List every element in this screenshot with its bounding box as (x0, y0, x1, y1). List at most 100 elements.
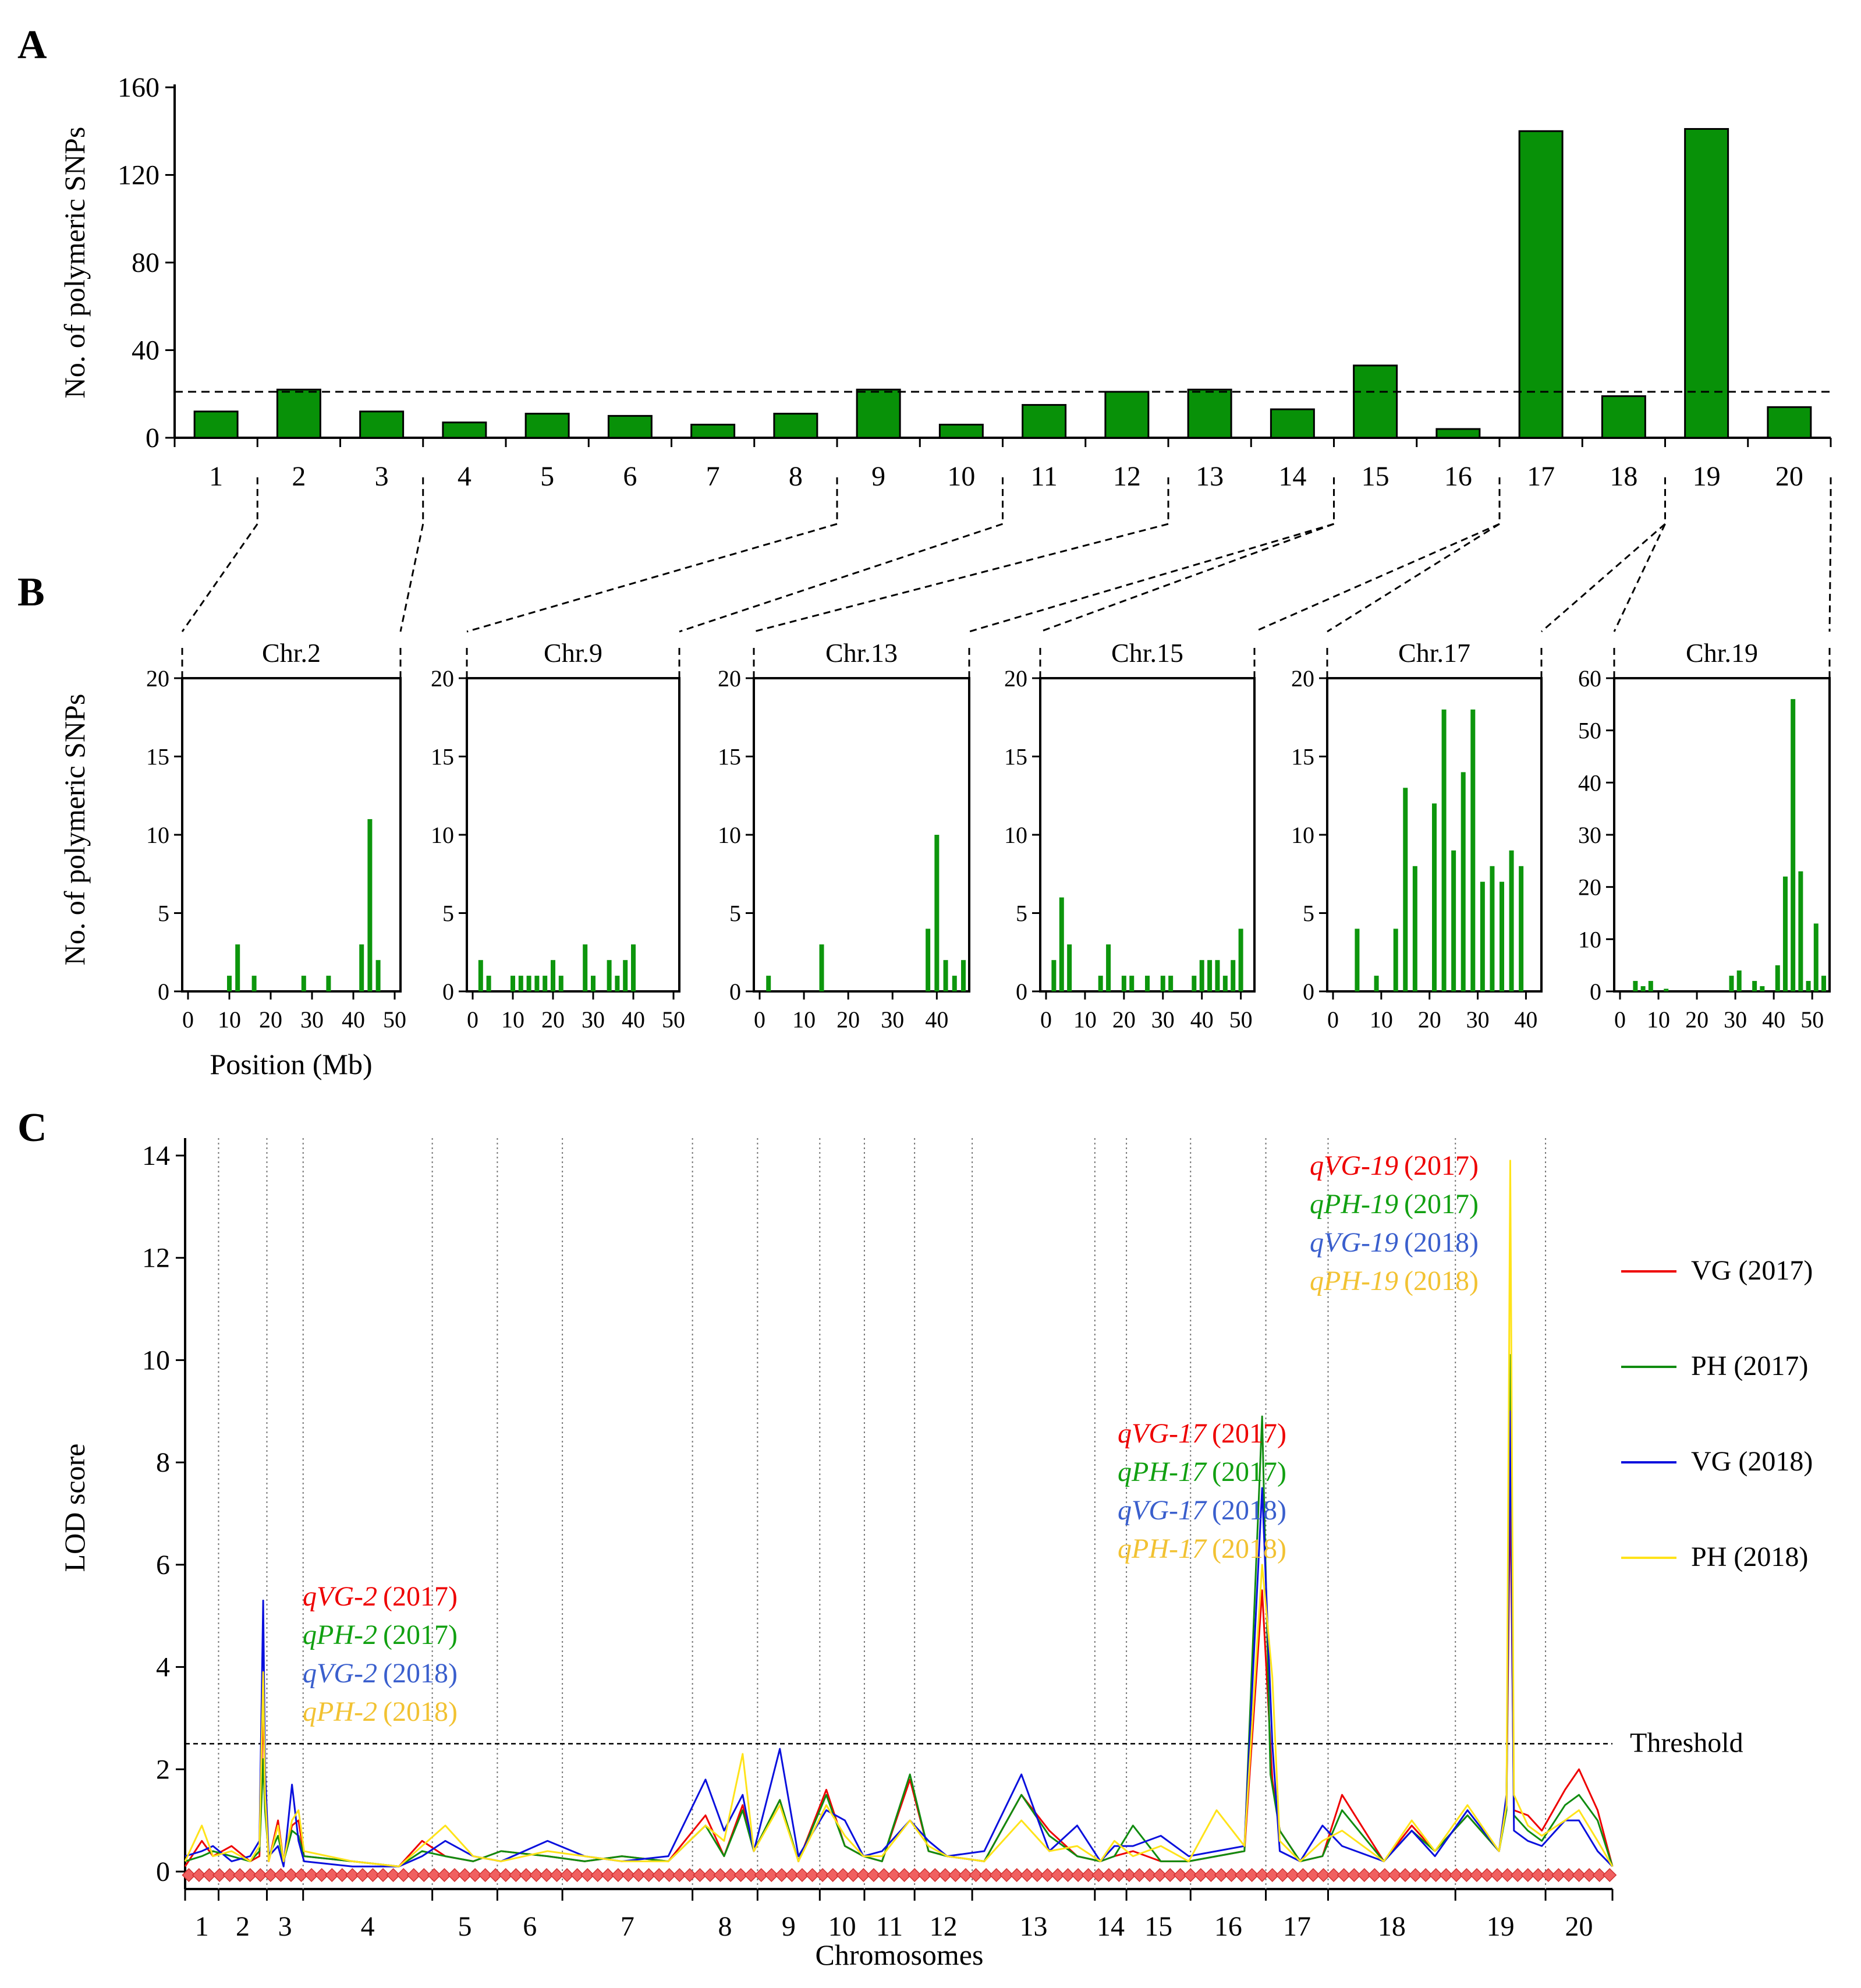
connector-line (1327, 477, 1501, 633)
marker-diamond (283, 1867, 299, 1883)
snp-bar (1231, 960, 1236, 991)
snp-bar (1813, 923, 1819, 991)
y-tick-label: 120 (118, 160, 159, 191)
marker-diamond (1511, 1867, 1525, 1883)
x-tick-label: 20 (836, 1007, 860, 1033)
x-tick-label: 30 (1466, 1007, 1490, 1033)
y-tick-label: 160 (118, 72, 159, 103)
marker-diamond (488, 1867, 503, 1883)
marker-diamond (1122, 1867, 1136, 1883)
marker-diamond (1081, 1867, 1096, 1883)
marker-diamond (1163, 1867, 1178, 1883)
connector-line (181, 477, 258, 632)
x-tick-label: 10 (1647, 1007, 1670, 1033)
y-tick-label: 0 (1016, 979, 1027, 1005)
snp-bar (526, 976, 531, 991)
qtl-year: (2018) (1212, 1533, 1286, 1564)
marker-diamond (1132, 1867, 1147, 1883)
x-tick-label: 5 (540, 461, 554, 492)
subplot-title: Chr.17 (1398, 638, 1470, 668)
qtl-label: qPH-17 (2018) (1118, 1533, 1286, 1564)
marker-diamonds (182, 1867, 1617, 1883)
snp-bar (591, 976, 595, 991)
marker-diamond (682, 1867, 697, 1883)
snp-bar (766, 976, 771, 991)
marker-diamond (529, 1867, 544, 1883)
marker-diamond (744, 1867, 758, 1883)
snp-bar (367, 819, 373, 991)
chromosome-label: 20 (1565, 1911, 1593, 1942)
marker-diamond (345, 1867, 360, 1883)
y-tick-label: 10 (431, 822, 454, 848)
x-tick-label: 3 (375, 461, 389, 492)
bar-chr-20 (1767, 406, 1812, 439)
lod-series-ph-2017 (185, 1354, 1614, 1867)
y-tick-label: 5 (1303, 901, 1314, 927)
x-tick-label: 0 (1040, 1007, 1052, 1033)
bar-chr-9 (856, 388, 901, 439)
snp-bar (1509, 850, 1514, 991)
x-tick-label: 13 (1196, 461, 1224, 492)
snp-bar (615, 976, 620, 991)
y-tick-label: 10 (718, 822, 741, 848)
marker-diamond (1347, 1867, 1362, 1883)
y-tick-label: 8 (156, 1447, 170, 1478)
marker-diamond (263, 1867, 278, 1883)
y-tick-label: 0 (1590, 979, 1601, 1005)
marker-diamond (785, 1867, 799, 1883)
marker-diamond (304, 1867, 319, 1883)
marker-diamond (202, 1867, 217, 1883)
y-tick-label: 15 (718, 744, 741, 770)
connector-line (1040, 477, 1335, 633)
qtl-name: qVG-19 (1310, 1150, 1398, 1181)
marker-diamond (856, 1867, 871, 1883)
bar-chr-6 (607, 414, 653, 439)
snp-bar (1403, 788, 1408, 991)
marker-diamond (243, 1867, 257, 1883)
x-tick-label: 20 (1112, 1007, 1136, 1033)
marker-diamond (1153, 1867, 1167, 1883)
snp-bar (943, 960, 948, 991)
marker-diamond (1398, 1867, 1413, 1883)
x-tick-label: 40 (342, 1007, 365, 1033)
marker-diamond (1009, 1867, 1024, 1883)
panel-letter-b: B (17, 570, 45, 615)
marker-diamond (366, 1867, 380, 1883)
chromosome-label: 9 (782, 1911, 796, 1942)
bar-chr-18 (1601, 395, 1646, 439)
chromosome-label: 7 (621, 1911, 634, 1942)
x-tick-label: 40 (622, 1007, 645, 1033)
marker-diamond (1572, 1867, 1586, 1883)
x-tick-label: 50 (1229, 1007, 1253, 1033)
marker-diamond (478, 1867, 492, 1883)
x-tick-label: 0 (182, 1007, 194, 1033)
snp-bar (961, 960, 966, 991)
x-tick-label: 10 (501, 1007, 524, 1033)
y-tick-label: 20 (718, 665, 741, 692)
marker-diamond (274, 1867, 288, 1883)
qtl-year: (2017) (1212, 1418, 1286, 1449)
qtl-year: (2017) (1404, 1150, 1479, 1181)
subplot-chr13: Chr.13 0 5 10 15 20 0 10 20 30 40 (718, 638, 970, 1033)
marker-diamond (1520, 1867, 1535, 1883)
marker-diamond (1377, 1867, 1392, 1883)
marker-diamond (866, 1867, 881, 1883)
subplot-chr15: Chr.15 0 5 10 15 20 0 10 20 30 40 50 (1004, 638, 1256, 1033)
y-tick-label: 5 (729, 901, 741, 927)
y-tick-label: 10 (1578, 926, 1601, 952)
chromosome-label: 16 (1214, 1911, 1242, 1942)
snp-bar (952, 976, 957, 991)
chromosome-label: 4 (361, 1911, 375, 1942)
x-tick-label: 30 (1151, 1007, 1175, 1033)
qtl-label: qVG-19 (2017) (1310, 1150, 1479, 1181)
qtl-year: (2017) (1404, 1189, 1479, 1220)
marker-diamond (1193, 1867, 1208, 1883)
snp-bar (1736, 970, 1742, 991)
x-tick-label: 19 (1693, 461, 1721, 492)
x-tick-label: 40 (1762, 1007, 1785, 1033)
snp-bar (1129, 976, 1135, 991)
marker-diamond (989, 1867, 1004, 1883)
y-tick-label: 10 (1291, 822, 1314, 848)
snp-bar (1791, 699, 1796, 991)
